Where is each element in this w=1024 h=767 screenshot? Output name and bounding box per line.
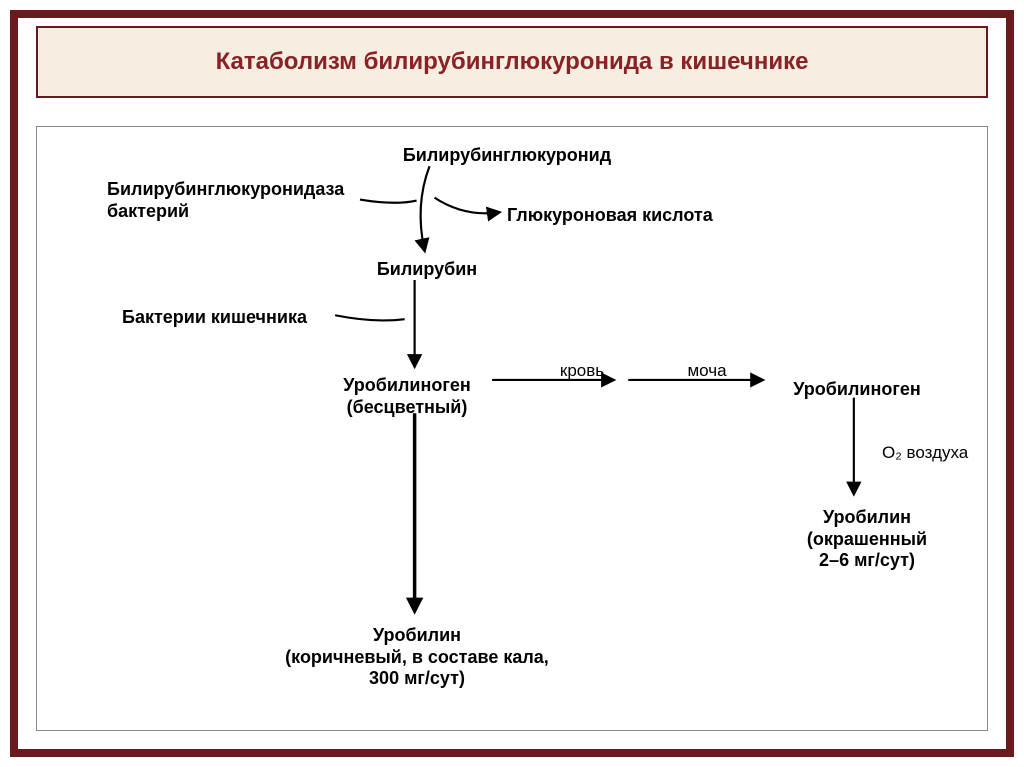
flowchart-node: Билирубин — [367, 259, 487, 281]
flowchart-node: Уробилиноген — [777, 379, 937, 401]
arrow — [434, 198, 499, 214]
title-bar: Катаболизм билирубинглюкуронида в кишечн… — [36, 26, 988, 98]
flowchart-node: Уробилин (окрашенный 2–6 мг/сут) — [782, 507, 952, 572]
flowchart-canvas: Билирубинглюкуронид Билирубин Уробилиноген… — [37, 127, 987, 730]
flowchart-node: Уробилиноген (бесцветный) — [317, 375, 497, 418]
edge-label: моча — [677, 361, 737, 381]
flowchart-node: Бактерии кишечника — [122, 307, 352, 329]
arrow — [421, 166, 430, 250]
flowchart-node: Билирубинглюкуронид — [377, 145, 637, 167]
flowchart-node: Уробилин (коричневый, в составе кала, 30… — [267, 625, 567, 690]
edge-label: O₂ воздуха — [882, 443, 992, 463]
edge-label: кровь — [547, 361, 617, 381]
flowchart-node: Билирубинглюкуронидаза бактерий — [107, 179, 387, 222]
chart-frame: Билирубинглюкуронид Билирубин Уробилиноген… — [36, 126, 988, 731]
page-title: Катаболизм билирубинглюкуронида в кишечн… — [216, 48, 809, 76]
outer-frame: Катаболизм билирубинглюкуронида в кишечн… — [10, 10, 1014, 757]
flowchart-node: Глюкуроновая кислота — [507, 205, 747, 227]
